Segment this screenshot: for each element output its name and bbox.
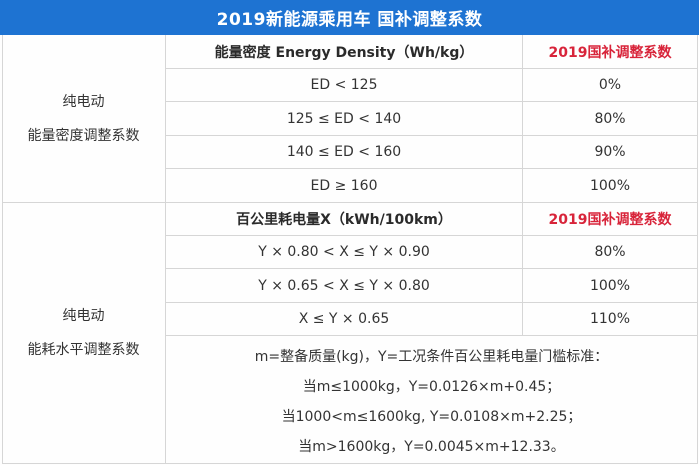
- coef-header: 2019国补调整系数: [548, 212, 672, 228]
- energy-consumption-side-label: 纯电动 能耗水平调整系数: [2, 203, 165, 463]
- coef-cell: 100%: [589, 277, 631, 294]
- border-left: [2, 35, 3, 464]
- coef-cell: 80%: [594, 244, 626, 260]
- border-right: [697, 35, 698, 464]
- condition-cell: X ≤ Y × 0.65: [298, 311, 390, 327]
- condition-cell: Y × 0.65 < X ≤ Y × 0.80: [258, 277, 430, 294]
- row-divider: [165, 135, 698, 136]
- coef-cell: 80%: [594, 110, 626, 127]
- row-divider: [165, 68, 698, 69]
- note-line: m=整备质量(kg)，Y=工况条件百公里耗电量门槛标准：: [254, 348, 609, 365]
- note-line: 当1000<m≤1600kg, Y=0.0108×m+2.25；: [281, 408, 582, 425]
- coef-cell: 90%: [594, 144, 626, 160]
- row-divider: [165, 101, 698, 102]
- row-divider: [165, 302, 698, 303]
- condition-cell: 125 ≤ ED < 140: [286, 110, 402, 127]
- coef-cell: 110%: [589, 311, 631, 327]
- row-divider: [165, 268, 698, 269]
- row-divider: [165, 335, 698, 336]
- coef-column-divider: [522, 35, 523, 335]
- row-divider: [165, 235, 698, 236]
- section-divider: [2, 202, 698, 203]
- note-line: 当m≤1000kg，Y=0.0126×m+0.45；: [302, 378, 561, 395]
- side-label-line2: 能量密度调整系数: [27, 127, 140, 144]
- condition-cell: ED ≥ 160: [310, 177, 378, 194]
- condition-cell: ED < 125: [310, 77, 378, 93]
- table-title: 2019新能源乘用车 国补调整系数: [0, 0, 699, 35]
- coef-cell: 100%: [589, 177, 631, 194]
- energy-consumption-header: 百公里耗电量X（kWh/100km）: [236, 212, 452, 228]
- condition-cell: Y × 0.80 < X ≤ Y × 0.90: [258, 244, 430, 260]
- row-divider: [165, 168, 698, 169]
- condition-cell: 140 ≤ ED < 160: [286, 144, 402, 160]
- side-column-divider: [165, 35, 166, 464]
- coef-header: 2019国补调整系数: [548, 44, 672, 61]
- side-label-line2: 能耗水平调整系数: [27, 342, 140, 358]
- coef-cell: 0%: [598, 77, 622, 93]
- note-line: 当m>1600kg，Y=0.0045×m+12.33。: [298, 438, 565, 455]
- energy-density-header: 能量密度 Energy Density（Wh/kg）: [214, 44, 474, 61]
- energy-density-side-label: 纯电动 能量密度调整系数: [2, 35, 165, 202]
- side-label-line1: 纯电动: [62, 308, 105, 324]
- border-bottom: [2, 463, 698, 464]
- formula-notes: m=整备质量(kg)，Y=工况条件百公里耗电量门槛标准： 当m≤1000kg，Y…: [166, 336, 697, 463]
- side-label-line1: 纯电动: [62, 93, 105, 110]
